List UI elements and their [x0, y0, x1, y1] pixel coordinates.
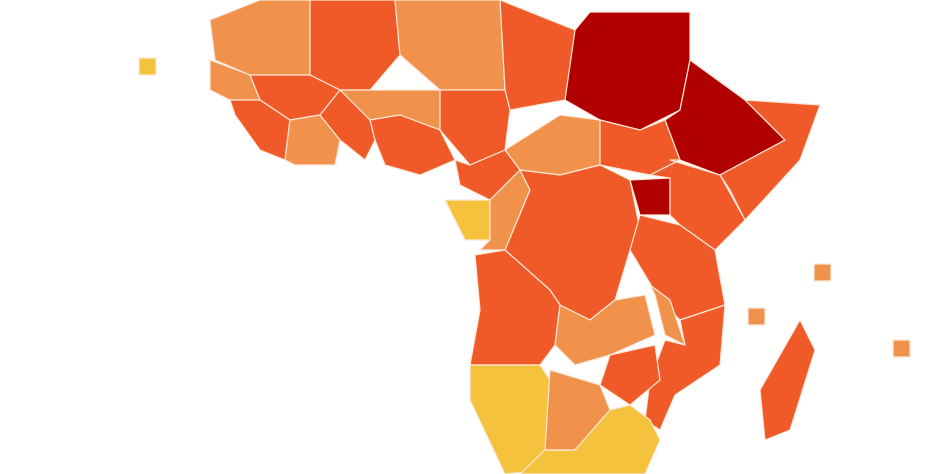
island [747, 307, 766, 326]
country [444, 199, 491, 241]
country [309, 0, 401, 91]
country [599, 344, 661, 406]
island [892, 339, 911, 358]
country [564, 11, 691, 131]
country [649, 159, 746, 251]
country [554, 294, 656, 366]
country [719, 99, 821, 221]
country [394, 0, 506, 91]
country [519, 404, 661, 474]
country [649, 284, 686, 346]
regions [138, 0, 911, 474]
country [759, 319, 816, 441]
country [209, 0, 311, 76]
country [504, 114, 601, 176]
island [813, 263, 832, 282]
country [369, 114, 456, 176]
island [138, 57, 157, 76]
